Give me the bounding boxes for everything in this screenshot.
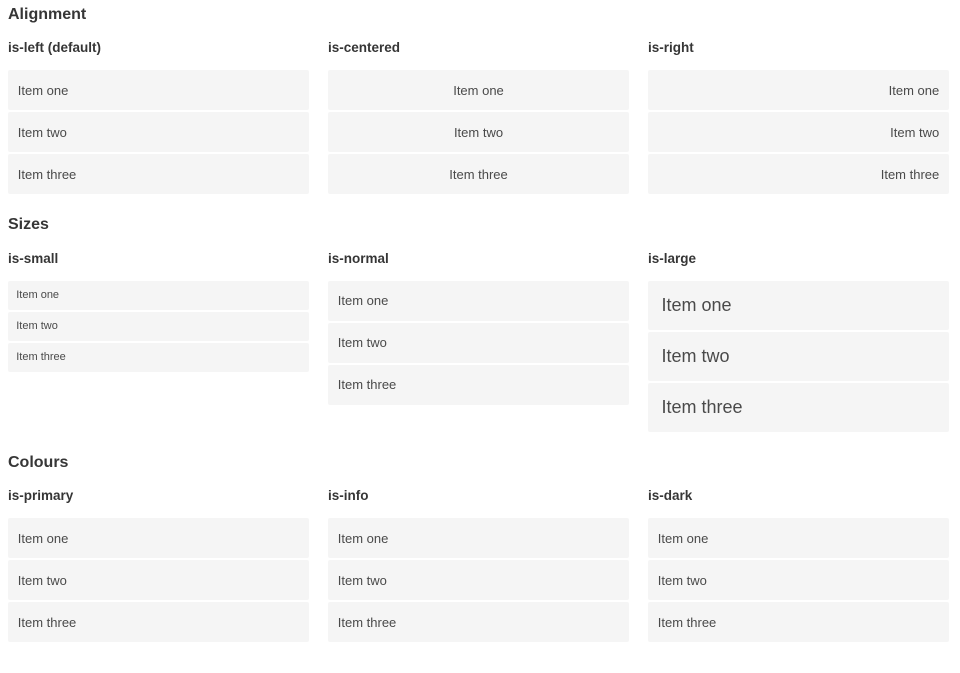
column-label-is-right: is-right	[648, 40, 694, 56]
list-item: Item one	[328, 518, 629, 559]
column-label-is-left: is-left (default)	[8, 40, 101, 56]
list-item: Item two	[328, 560, 629, 601]
list-is-dark: Item one Item two Item three	[648, 518, 949, 643]
list-item: Item two	[8, 311, 309, 341]
list-item: Item three	[8, 602, 309, 643]
list-item: Item three	[8, 342, 309, 372]
column-is-small: is-small Item one Item two Item three	[8, 251, 309, 434]
section-title-colours: Colours	[8, 453, 69, 471]
list-item: Item two	[8, 560, 309, 601]
list-item: Item three	[648, 602, 949, 643]
column-is-centered: is-centered Item one Item two Item three	[328, 40, 629, 196]
column-label-is-info: is-info	[328, 487, 369, 503]
list-is-left: Item one Item two Item three	[8, 70, 309, 195]
list-item: Item two	[8, 112, 309, 153]
column-is-large: is-large Item one Item two Item three	[648, 251, 949, 434]
column-is-primary: is-primary Item one Item two Item three	[8, 488, 309, 644]
list-item: Item three	[328, 154, 629, 195]
list-is-right: Item one Item two Item three	[648, 70, 949, 195]
list-item: Item three	[8, 154, 309, 195]
list-item: Item one	[8, 518, 309, 559]
column-label-is-large: is-large	[648, 250, 697, 266]
section-colours: Colours is-primary Item one Item two Ite…	[8, 453, 949, 644]
list-item: Item two	[648, 560, 949, 601]
list-is-primary: Item one Item two Item three	[8, 518, 309, 643]
list-item: Item three	[328, 364, 629, 405]
column-is-info: is-info Item one Item two Item three	[328, 488, 629, 644]
list-item: Item one	[328, 70, 629, 111]
column-is-dark: is-dark Item one Item two Item three	[648, 488, 949, 644]
list-item: Item one	[648, 70, 949, 111]
list-item: Item two	[328, 322, 629, 363]
column-label-is-dark: is-dark	[648, 487, 693, 503]
list-is-info: Item one Item two Item three	[328, 518, 629, 643]
column-label-is-normal: is-normal	[328, 250, 389, 266]
list-is-centered: Item one Item two Item three	[328, 70, 629, 195]
column-label-is-primary: is-primary	[8, 487, 74, 503]
list-is-small: Item one Item two Item three	[8, 280, 309, 372]
list-item: Item one	[8, 280, 309, 310]
list-item: Item one	[648, 280, 949, 330]
section-alignment: Alignment is-left (default) Item one Ite…	[8, 5, 949, 196]
column-label-is-centered: is-centered	[328, 40, 401, 56]
column-is-normal: is-normal Item one Item two Item three	[328, 251, 629, 434]
list-item: Item two	[328, 112, 629, 153]
column-is-right: is-right Item one Item two Item three	[648, 40, 949, 196]
alignment-grid: is-left (default) Item one Item two Item…	[8, 40, 949, 196]
sizes-grid: is-small Item one Item two Item three is…	[8, 251, 949, 434]
section-title-sizes: Sizes	[8, 216, 49, 234]
list-item: Item two	[648, 331, 949, 381]
list-item: Item three	[648, 154, 949, 195]
list-is-normal: Item one Item two Item three	[328, 280, 629, 405]
section-sizes: Sizes is-small Item one Item two Item th…	[8, 215, 949, 433]
list-item: Item two	[648, 112, 949, 153]
colours-grid: is-primary Item one Item two Item three …	[8, 488, 949, 644]
list-item: Item one	[648, 518, 949, 559]
column-label-is-small: is-small	[8, 250, 59, 266]
list-is-large: Item one Item two Item three	[648, 280, 949, 432]
list-item: Item one	[8, 70, 309, 111]
section-title-alignment: Alignment	[8, 6, 87, 23]
column-is-left: is-left (default) Item one Item two Item…	[8, 40, 309, 196]
list-item: Item three	[648, 382, 949, 432]
list-item: Item three	[328, 602, 629, 643]
list-item: Item one	[328, 280, 629, 321]
